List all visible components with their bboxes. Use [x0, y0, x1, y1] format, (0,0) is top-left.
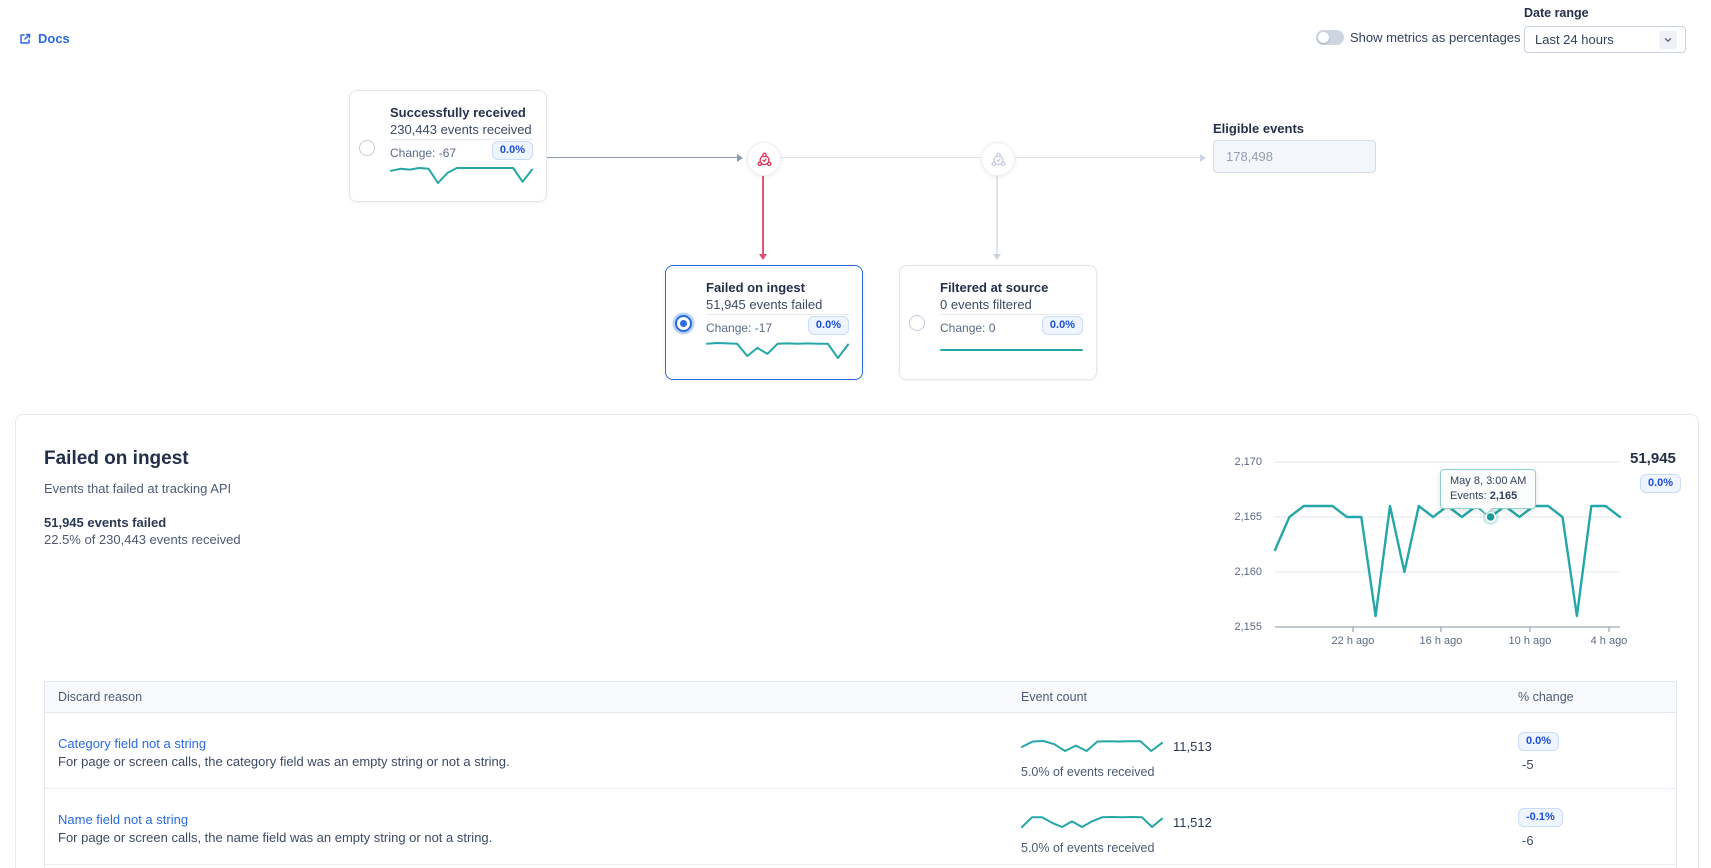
column-header-discard-reason: Discard reason: [58, 690, 143, 704]
eligible-events-value: 178,498: [1226, 149, 1273, 164]
table-header: Discard reason Event count % change: [45, 682, 1676, 713]
tooltip-events-value: 2,165: [1489, 490, 1518, 502]
event-count-percent: 5.0% of events received: [1021, 841, 1155, 855]
date-range-label: Date range: [1524, 6, 1589, 20]
sparkline-chart: [390, 167, 533, 184]
percent-change-badge: -0.1%: [1518, 808, 1563, 827]
radio-successfully-received[interactable]: [359, 140, 375, 156]
divider: [940, 314, 1083, 315]
connector-failed-branch: [762, 176, 764, 254]
chart-total-badge: 0.0%: [1640, 474, 1682, 493]
event-count-value: 11,513: [1173, 739, 1212, 754]
detail-stat-percent-of-received: 22.5% of 230,443 events received: [44, 532, 241, 547]
column-header-event-count: Event count: [1021, 690, 1088, 704]
chart-tooltip: May 8, 3:00 AM Events: 2,165: [1440, 469, 1537, 515]
failed-events-line-chart[interactable]: 2,170 2,165 2,160 2,155 22 h ago 16 h ago 10 h…: [1190, 444, 1650, 654]
ingest-node: [747, 142, 781, 176]
chart-total-value: 51,945: [1630, 450, 1676, 467]
date-range-select[interactable]: Last 24 hours: [1524, 26, 1686, 53]
x-tick-label: 4 h ago: [1590, 635, 1628, 647]
chevron-down-icon: [1659, 30, 1677, 49]
event-count-percent: 5.0% of events received: [1021, 765, 1155, 779]
detail-title: Failed on ingest: [44, 448, 189, 469]
card-filtered-at-source[interactable]: Filtered at source 0 events filtered Cha…: [899, 265, 1097, 380]
toggle-knob: [1318, 32, 1329, 43]
docs-link[interactable]: Docs: [18, 31, 70, 46]
external-link-icon: [18, 32, 32, 46]
change-count: -5: [1522, 757, 1534, 772]
radio-filtered-at-source[interactable]: [909, 315, 925, 331]
x-tick-label: 22 h ago: [1331, 635, 1375, 647]
connector-ingest-to-filter: [781, 157, 981, 158]
percent-metrics-toggle[interactable]: [1316, 30, 1344, 45]
discard-reason-link[interactable]: Name field not a string: [58, 812, 189, 827]
card-failed-on-ingest[interactable]: Failed on ingest 51,945 events failed Ch…: [665, 265, 863, 380]
connector-filter-to-eligible: [1015, 157, 1200, 158]
card-subtitle: 230,443 events received: [390, 122, 532, 137]
arrow-right-icon: [737, 153, 743, 162]
x-tick-label: 16 h ago: [1419, 635, 1463, 647]
change-badge: 0.0%: [491, 141, 533, 160]
change-label: Change: -17: [706, 321, 773, 335]
y-tick-label: 2,155: [1234, 621, 1262, 633]
connector-received-to-ingest: [545, 157, 737, 158]
arrow-down-icon: [759, 254, 767, 260]
change-badge: 0.0%: [1041, 316, 1083, 335]
card-title: Successfully received: [390, 105, 526, 120]
eligible-events-value-box: 178,498: [1213, 140, 1376, 173]
highlighted-data-point: [1485, 511, 1496, 523]
ingest-node-icon: [756, 151, 773, 168]
line-chart-canvas: [1273, 461, 1622, 632]
change-count: -6: [1522, 833, 1534, 848]
card-title: Filtered at source: [940, 280, 1049, 295]
sparkline-chart: [940, 349, 1083, 351]
arrow-down-icon: [993, 254, 1001, 260]
discard-reason-description: For page or screen calls, the category f…: [58, 754, 510, 769]
table-row: Category field not a string For page or …: [45, 713, 1676, 789]
y-tick-label: 2,165: [1234, 511, 1262, 523]
tooltip-timestamp: May 8, 3:00 AM: [1450, 475, 1527, 487]
discard-reasons-table: Discard reason Event count % change Cate…: [44, 681, 1677, 868]
arrow-right-icon: [1200, 153, 1206, 162]
change-label: Change: 0: [940, 321, 996, 335]
detail-stat-events-failed: 51,945 events failed: [44, 515, 167, 530]
eligible-events-label: Eligible events: [1213, 121, 1305, 136]
card-successfully-received[interactable]: Successfully received 230,443 events rec…: [349, 90, 547, 202]
sparkline-chart: [1021, 740, 1163, 752]
card-subtitle: 51,945 events failed: [706, 297, 823, 312]
y-tick-label: 2,170: [1234, 456, 1262, 468]
table-row: Name field not a string For page or scre…: [45, 789, 1676, 865]
divider: [390, 139, 533, 140]
radio-failed-on-ingest[interactable]: [675, 315, 692, 332]
detail-subtitle: Events that failed at tracking API: [44, 481, 232, 496]
filter-node: [981, 142, 1015, 176]
card-subtitle: 0 events filtered: [940, 297, 1032, 312]
card-title: Failed on ingest: [706, 280, 805, 295]
column-header-percent-change: % change: [1518, 690, 1574, 704]
change-label: Change: -67: [390, 146, 457, 160]
event-count-value: 11,512: [1173, 815, 1212, 830]
tooltip-events-line: Events: 2,165: [1450, 490, 1518, 502]
sparkline-chart: [706, 342, 849, 359]
sparkline-chart: [1021, 816, 1163, 828]
connector-filtered-branch: [996, 176, 998, 254]
y-tick-label: 2,160: [1234, 566, 1262, 578]
percent-metrics-toggle-label: Show metrics as percentages: [1350, 30, 1521, 45]
x-tick-label: 10 h ago: [1508, 635, 1552, 647]
filter-node-icon: [990, 151, 1007, 168]
divider: [706, 314, 849, 315]
change-badge: 0.0%: [807, 316, 849, 335]
discard-reason-description: For page or screen calls, the name field…: [58, 830, 493, 845]
docs-link-label: Docs: [38, 31, 70, 46]
date-range-value: Last 24 hours: [1535, 32, 1614, 47]
percent-change-badge: 0.0%: [1518, 732, 1560, 751]
discard-reason-link[interactable]: Category field not a string: [58, 736, 207, 751]
